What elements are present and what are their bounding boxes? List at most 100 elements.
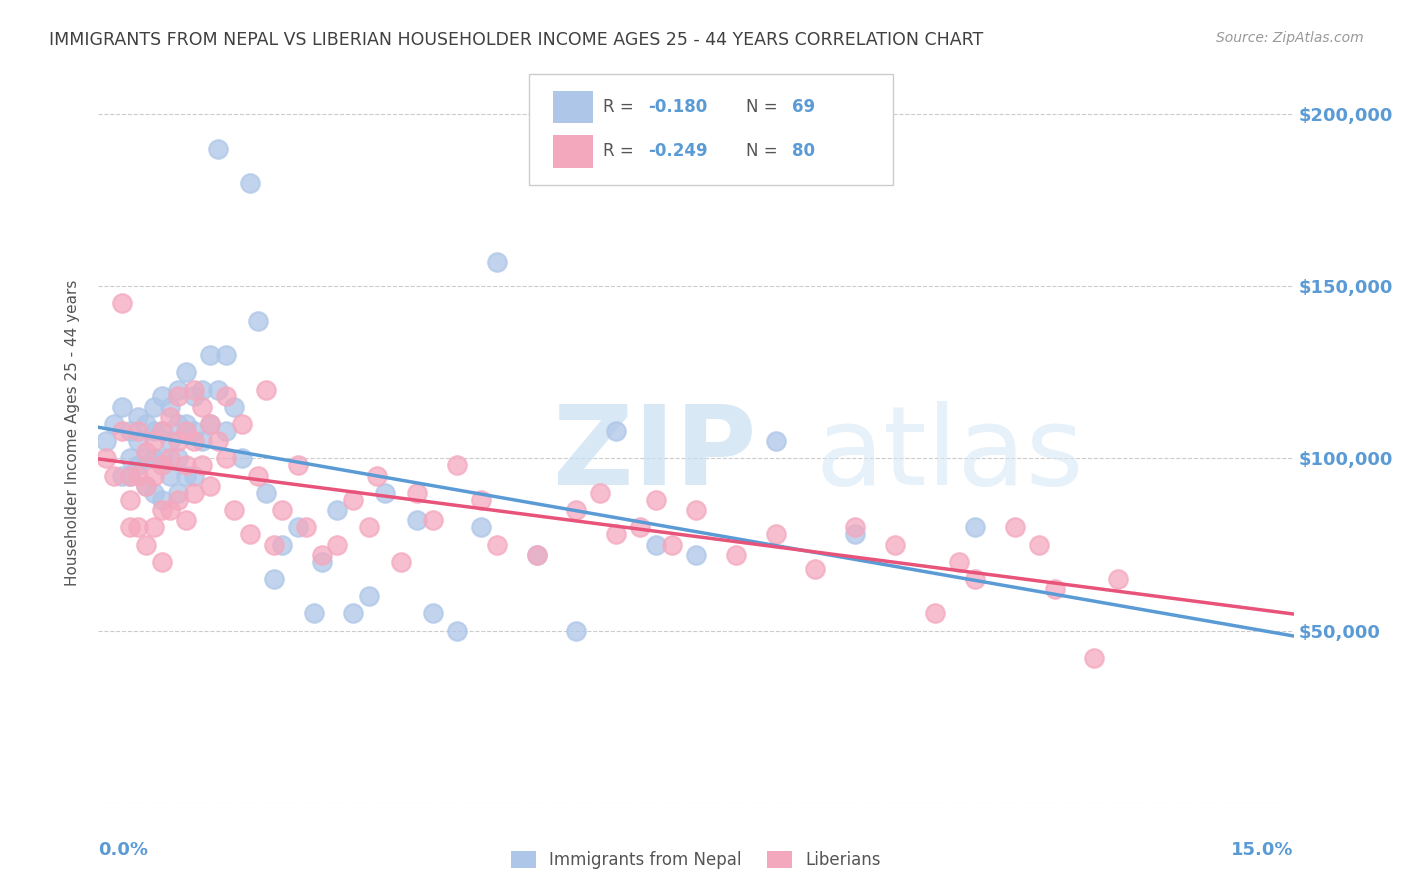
- Point: [628, 520, 651, 534]
- Point: [207, 383, 229, 397]
- Point: [215, 389, 238, 403]
- Point: [526, 548, 548, 562]
- Point: [207, 142, 229, 156]
- Text: N =: N =: [747, 143, 783, 161]
- Point: [135, 451, 157, 466]
- Point: [804, 561, 827, 575]
- Point: [389, 555, 412, 569]
- Point: [254, 383, 277, 397]
- Point: [174, 468, 197, 483]
- Point: [374, 486, 396, 500]
- Point: [215, 451, 238, 466]
- Point: [183, 383, 205, 397]
- Point: [167, 451, 190, 466]
- FancyBboxPatch shape: [553, 135, 593, 168]
- Point: [263, 572, 285, 586]
- Text: -0.249: -0.249: [648, 143, 707, 161]
- Text: IMMIGRANTS FROM NEPAL VS LIBERIAN HOUSEHOLDER INCOME AGES 25 - 44 YEARS CORRELAT: IMMIGRANTS FROM NEPAL VS LIBERIAN HOUSEH…: [49, 31, 983, 49]
- Point: [924, 607, 946, 621]
- Point: [127, 424, 149, 438]
- Point: [191, 458, 214, 473]
- Point: [103, 417, 125, 431]
- Point: [159, 410, 181, 425]
- Point: [287, 520, 309, 534]
- Point: [183, 424, 205, 438]
- Point: [963, 572, 986, 586]
- Point: [111, 424, 134, 438]
- Point: [470, 520, 492, 534]
- Point: [143, 424, 166, 438]
- Point: [191, 434, 214, 449]
- Point: [765, 434, 787, 449]
- Point: [422, 607, 444, 621]
- Point: [565, 503, 588, 517]
- Point: [191, 383, 214, 397]
- Text: 0.0%: 0.0%: [98, 840, 149, 859]
- Point: [143, 451, 166, 466]
- Point: [159, 400, 181, 414]
- Text: R =: R =: [603, 98, 638, 116]
- Text: -0.180: -0.180: [648, 98, 707, 116]
- Point: [143, 400, 166, 414]
- Point: [724, 548, 747, 562]
- Point: [150, 492, 173, 507]
- Point: [127, 520, 149, 534]
- Point: [120, 492, 142, 507]
- Point: [167, 486, 190, 500]
- Point: [270, 503, 292, 517]
- Point: [120, 451, 142, 466]
- Point: [406, 513, 429, 527]
- Point: [359, 520, 381, 534]
- Point: [844, 520, 866, 534]
- Point: [294, 520, 316, 534]
- Point: [485, 255, 508, 269]
- Point: [111, 296, 134, 310]
- Point: [287, 458, 309, 473]
- Point: [150, 424, 173, 438]
- Point: [127, 468, 149, 483]
- Point: [150, 451, 173, 466]
- Point: [231, 417, 253, 431]
- Point: [685, 548, 707, 562]
- Point: [183, 389, 205, 403]
- Point: [135, 479, 157, 493]
- Point: [565, 624, 588, 638]
- FancyBboxPatch shape: [553, 91, 593, 123]
- Text: N =: N =: [747, 98, 783, 116]
- Point: [150, 424, 173, 438]
- Point: [765, 527, 787, 541]
- Point: [342, 492, 364, 507]
- Text: 15.0%: 15.0%: [1232, 840, 1294, 859]
- Point: [183, 434, 205, 449]
- Point: [135, 537, 157, 551]
- Text: 69: 69: [792, 98, 814, 116]
- Point: [159, 503, 181, 517]
- Point: [270, 537, 292, 551]
- Point: [422, 513, 444, 527]
- Point: [1107, 572, 1129, 586]
- Text: ZIP: ZIP: [553, 401, 756, 508]
- Point: [844, 527, 866, 541]
- Text: Source: ZipAtlas.com: Source: ZipAtlas.com: [1216, 31, 1364, 45]
- Point: [263, 537, 285, 551]
- Point: [685, 503, 707, 517]
- Point: [231, 451, 253, 466]
- Point: [446, 458, 468, 473]
- Point: [884, 537, 907, 551]
- Text: 80: 80: [792, 143, 814, 161]
- FancyBboxPatch shape: [529, 73, 893, 185]
- Point: [120, 468, 142, 483]
- Y-axis label: Householder Income Ages 25 - 44 years: Householder Income Ages 25 - 44 years: [65, 279, 80, 586]
- Point: [174, 417, 197, 431]
- Point: [963, 520, 986, 534]
- Point: [96, 434, 118, 449]
- Point: [1083, 651, 1105, 665]
- Point: [1004, 520, 1026, 534]
- Point: [446, 624, 468, 638]
- Point: [183, 468, 205, 483]
- Point: [96, 451, 118, 466]
- Point: [159, 468, 181, 483]
- Point: [174, 513, 197, 527]
- Point: [526, 548, 548, 562]
- Point: [127, 458, 149, 473]
